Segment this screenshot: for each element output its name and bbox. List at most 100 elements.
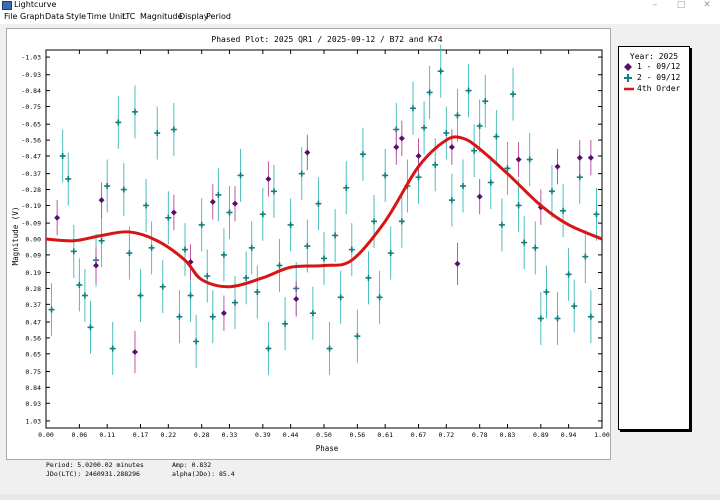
data-point-series1 xyxy=(54,200,61,236)
data-point-series2 xyxy=(309,286,316,340)
menu-style[interactable]: Style xyxy=(66,12,87,21)
data-point-series2 xyxy=(326,322,333,376)
data-point-series2 xyxy=(81,269,88,323)
footer-stats: Period: 5.0200.02 minutes Amp: 0.832 JDo… xyxy=(46,461,446,491)
y-tick-label: 0.19 xyxy=(25,269,41,277)
x-tick-label: 0.44 xyxy=(283,431,299,439)
menu-ltc[interactable]: LTC xyxy=(122,12,136,21)
window-title: Lightcurve xyxy=(14,0,57,9)
data-point-series2 xyxy=(237,148,244,202)
data-point-series2 xyxy=(48,283,55,337)
y-tick-label: -0.84 xyxy=(21,87,41,95)
data-point-series1 xyxy=(398,120,405,156)
data-point-series2 xyxy=(182,223,188,277)
data-point-series2 xyxy=(115,95,122,149)
legend-item-series2: 2 - 09/12 xyxy=(619,72,689,83)
data-point-series2 xyxy=(504,141,511,195)
menu-bar: File Graph Data Style Time Unit LTC Magn… xyxy=(0,10,720,24)
data-point-series1 xyxy=(476,178,483,215)
data-point-series2 xyxy=(287,198,294,252)
app-icon xyxy=(2,1,12,10)
menu-data[interactable]: Data xyxy=(45,12,65,21)
data-point-series2 xyxy=(593,187,600,241)
title-bar: Lightcurve – □ ✕ xyxy=(0,0,720,10)
menu-time-unit[interactable]: Time Unit xyxy=(87,12,126,21)
data-point-series2 xyxy=(154,106,161,160)
y-axis-label: Magnitude (V) xyxy=(11,207,20,266)
y-tick-label: -0.37 xyxy=(21,170,41,178)
data-point-series2 xyxy=(248,221,255,275)
data-point-series2 xyxy=(487,155,494,209)
data-point-series1 xyxy=(93,247,100,284)
y-tick-label: -0.75 xyxy=(21,103,41,111)
data-point-series2 xyxy=(220,228,227,282)
y-tick-label: 0.00 xyxy=(25,236,41,244)
x-tick-label: 0.22 xyxy=(160,431,176,439)
data-point-series2 xyxy=(437,44,444,98)
data-point-series2 xyxy=(298,147,305,201)
y-tick-label: 0.28 xyxy=(25,285,41,293)
x-axis-label: Phase xyxy=(316,444,339,453)
data-point-series2 xyxy=(532,221,539,275)
data-point-series2 xyxy=(565,247,572,301)
data-point-series2 xyxy=(476,99,483,153)
legend-item-series1: 1 - 09/12 xyxy=(619,61,689,72)
phased-plot[interactable]: Phased Plot: 2025 QR1 / 2025-09-12 / B72… xyxy=(7,29,610,459)
data-point-series2 xyxy=(137,269,144,323)
data-point-series2 xyxy=(348,223,355,277)
plus-icon xyxy=(624,74,632,85)
y-tick-label: -0.47 xyxy=(21,152,41,160)
maximize-button[interactable]: □ xyxy=(676,0,686,10)
menu-file[interactable]: File xyxy=(4,12,18,21)
x-tick-label: 0.17 xyxy=(133,431,149,439)
minimize-button[interactable]: – xyxy=(652,0,658,10)
data-point-series2 xyxy=(98,214,105,268)
y-tick-label: 0.75 xyxy=(25,368,41,376)
x-tick-label: 0.50 xyxy=(316,431,332,439)
data-point-series2 xyxy=(365,251,372,305)
x-tick-label: 0.61 xyxy=(377,431,393,439)
data-point-series2 xyxy=(448,173,455,227)
x-tick-label: 0.89 xyxy=(533,431,549,439)
menu-period[interactable]: Period xyxy=(206,12,231,21)
y-tick-label: 0.93 xyxy=(25,400,41,408)
data-point-series2 xyxy=(65,152,72,206)
data-point-series1 xyxy=(209,184,216,220)
legend-header: Year: 2025 xyxy=(629,52,679,61)
data-point-series2 xyxy=(543,265,550,319)
data-point-series2 xyxy=(426,65,433,119)
close-button[interactable]: ✕ xyxy=(703,0,711,10)
menu-display[interactable]: Display xyxy=(179,12,209,21)
data-point-series2 xyxy=(126,226,133,280)
diamond-icon xyxy=(624,63,632,74)
data-point-series1 xyxy=(393,129,400,165)
data-point-series2 xyxy=(243,251,250,305)
menu-magnitude[interactable]: Magnitude xyxy=(140,12,183,21)
data-point-series2 xyxy=(282,297,289,351)
data-point-series2 xyxy=(554,291,561,345)
data-point-series2 xyxy=(582,230,589,284)
data-point-series2 xyxy=(170,102,177,156)
data-point-series2 xyxy=(304,219,311,273)
y-tick-label: -0.09 xyxy=(21,220,41,228)
data-point-series2 xyxy=(87,300,94,354)
data-point-series2 xyxy=(387,226,394,280)
data-point-series2 xyxy=(371,194,378,248)
data-point-series1 xyxy=(576,140,583,176)
x-tick-label: 1.00 xyxy=(594,431,610,439)
data-point-series2 xyxy=(521,216,528,270)
menu-graph[interactable]: Graph xyxy=(20,12,45,21)
x-tick-label: 0.39 xyxy=(255,431,271,439)
status-bar xyxy=(0,494,720,500)
data-point-series2 xyxy=(571,279,578,333)
line-icon xyxy=(624,85,634,96)
legend-label: 2 - 09/12 xyxy=(637,73,681,82)
data-point-series1 xyxy=(448,129,455,165)
data-point-series2 xyxy=(343,161,350,215)
x-tick-label: 0.00 xyxy=(38,431,54,439)
alpha-text: alpha(JDo): 85.4 xyxy=(172,470,235,478)
data-point-series2 xyxy=(587,290,594,344)
y-tick-label: 1.03 xyxy=(25,417,41,425)
data-point-series2 xyxy=(226,186,233,239)
data-point-series2 xyxy=(165,191,172,245)
